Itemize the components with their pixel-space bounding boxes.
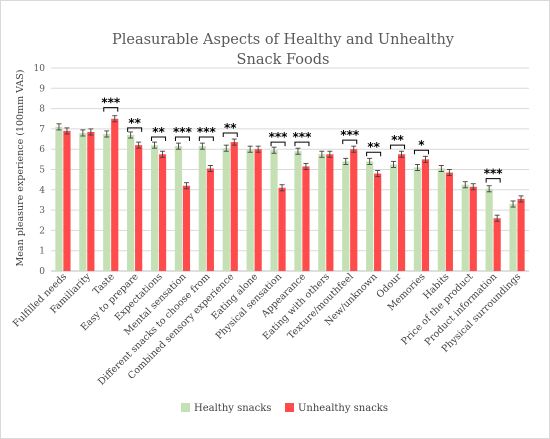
significance-bracket xyxy=(174,136,190,142)
significance-bracket xyxy=(270,141,286,147)
bar-healthy xyxy=(294,151,302,271)
significance-bracket xyxy=(198,136,214,142)
y-tick-label: 7 xyxy=(39,125,45,135)
bar-unhealthy xyxy=(493,218,501,271)
significance-bracket xyxy=(485,178,501,183)
legend-swatch xyxy=(181,403,190,412)
bar-healthy xyxy=(174,146,183,271)
legend-swatch xyxy=(285,403,294,412)
significance-marker: ** xyxy=(391,133,404,147)
bar-unhealthy xyxy=(469,186,477,271)
y-tick-label: 8 xyxy=(39,105,45,115)
significance-marker: *** xyxy=(293,130,313,144)
significance-bracket xyxy=(366,151,382,157)
chart-title-line-2: Snack Foods xyxy=(237,52,330,68)
bar-healthy xyxy=(389,164,398,271)
significance-marker: *** xyxy=(197,125,217,139)
bar-unhealthy xyxy=(111,118,119,271)
bar-healthy xyxy=(318,154,326,271)
bar-healthy xyxy=(246,149,254,271)
bar-unhealthy xyxy=(326,154,334,271)
bar-healthy xyxy=(461,184,469,271)
y-tick-label: 2 xyxy=(39,226,45,236)
legend-label: Healthy snacks xyxy=(194,403,271,414)
y-tick-label: 3 xyxy=(39,206,45,216)
significance-bracket xyxy=(222,132,238,137)
error-bars xyxy=(56,115,524,222)
bar-unhealthy xyxy=(517,198,525,271)
bar-unhealthy xyxy=(302,166,310,271)
bar-unhealthy xyxy=(87,131,95,271)
bar-healthy xyxy=(222,148,230,271)
significance-marker: *** xyxy=(173,125,193,139)
bar-unhealthy xyxy=(254,149,262,271)
bar-unhealthy xyxy=(350,149,358,271)
significance-marker: *** xyxy=(101,96,121,110)
y-tick-label: 9 xyxy=(39,84,45,94)
y-tick-label: 0 xyxy=(39,267,45,277)
significance-annotations: ******* *** *** ***** *** ******* **** xyxy=(101,96,503,183)
bar-healthy xyxy=(103,133,111,271)
significance-marker: ** xyxy=(224,121,237,135)
bar-healthy xyxy=(198,146,206,271)
y-axis-ticks: 0 1 2 3 4 5 6 7 8 9 10 xyxy=(34,64,46,277)
bar-healthy xyxy=(79,132,87,271)
bar-unhealthy xyxy=(278,187,286,271)
legend-label: Unhealthy snacks xyxy=(298,403,388,414)
bar-healthy xyxy=(366,161,374,271)
y-tick-label: 6 xyxy=(39,145,45,155)
y-tick-label: 5 xyxy=(39,166,45,176)
chart-title-line-1: Pleasurable Aspects of Healthy and Unhea… xyxy=(112,32,455,48)
bar-healthy xyxy=(413,167,422,271)
significance-bracket xyxy=(390,144,406,150)
significance-marker: *** xyxy=(484,167,504,181)
bar-unhealthy xyxy=(374,173,382,271)
y-axis-label: Mean pleasure experience (100mm VAS) xyxy=(15,70,26,267)
significance-marker: *** xyxy=(340,128,360,142)
bar-healthy xyxy=(55,126,63,272)
significance-marker: * xyxy=(418,138,425,152)
bar-unhealthy xyxy=(421,159,430,271)
significance-bracket xyxy=(294,141,310,147)
bar-healthy xyxy=(509,204,517,271)
bar-unhealthy xyxy=(158,154,167,271)
bar-healthy xyxy=(437,168,445,271)
bar-healthy xyxy=(342,161,350,271)
y-tick-label: 4 xyxy=(39,186,45,196)
y-tick-label: 10 xyxy=(34,64,46,74)
legend: Healthy snacks Unhealthy snacks xyxy=(181,403,388,414)
gridlines xyxy=(51,67,529,272)
bars xyxy=(55,118,525,272)
significance-bracket xyxy=(413,149,429,155)
bar-unhealthy xyxy=(63,130,71,271)
significance-bracket xyxy=(103,107,119,112)
bar-unhealthy xyxy=(445,172,453,271)
significance-bracket xyxy=(342,139,358,145)
bar-unhealthy xyxy=(397,154,406,271)
bar-healthy xyxy=(127,134,135,271)
significance-bracket xyxy=(151,136,167,142)
bar-unhealthy xyxy=(135,145,143,271)
significance-marker: ** xyxy=(367,140,380,154)
y-tick-label: 1 xyxy=(39,247,45,257)
significance-marker: ** xyxy=(152,125,165,139)
bar-unhealthy xyxy=(230,142,238,271)
significance-marker: ** xyxy=(128,116,141,130)
significance-marker: *** xyxy=(269,130,289,144)
bar-healthy xyxy=(270,150,278,271)
bar-healthy xyxy=(150,145,159,271)
significance-bracket xyxy=(127,127,143,132)
bar-unhealthy xyxy=(206,168,214,271)
bar-healthy xyxy=(485,188,493,271)
bar-unhealthy xyxy=(182,185,191,271)
